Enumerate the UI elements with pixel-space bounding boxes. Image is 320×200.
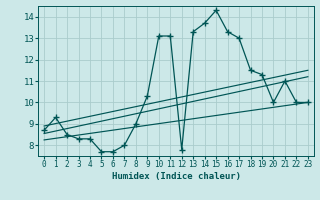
X-axis label: Humidex (Indice chaleur): Humidex (Indice chaleur) [111, 172, 241, 181]
